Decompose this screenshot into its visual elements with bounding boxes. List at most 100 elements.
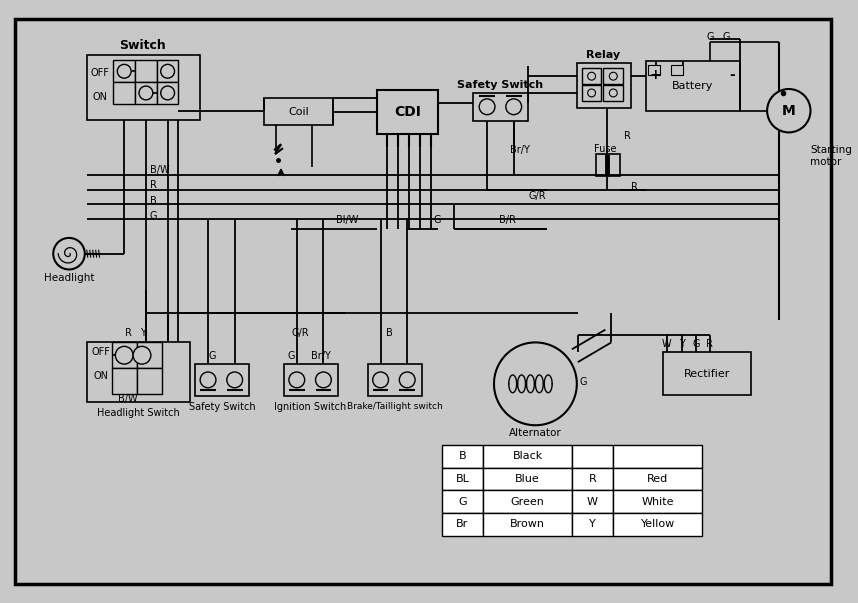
Circle shape [227,372,243,388]
Bar [572,445,613,468]
Bar [442,468,483,490]
Bar [648,65,660,75]
Text: Safety Switch: Safety Switch [189,402,255,411]
Text: Coil: Coil [288,107,309,117]
Bar [595,154,620,176]
Text: R: R [124,327,131,338]
Text: G: G [458,497,467,507]
Circle shape [316,372,331,388]
Bar [442,513,483,535]
Bar [613,513,702,535]
Text: G/R: G/R [529,191,547,201]
Circle shape [200,372,216,388]
Circle shape [399,372,415,388]
Circle shape [480,99,495,115]
Bar [137,368,161,394]
Text: -: - [729,68,735,82]
Bar [377,90,438,134]
Bar [137,343,161,368]
Text: G: G [580,377,588,387]
Text: Starting: Starting [811,145,852,155]
Bar [264,98,333,125]
Text: Brown: Brown [510,519,545,529]
Circle shape [53,238,85,270]
Text: G/R: G/R [292,327,310,338]
Text: B: B [150,197,157,206]
Text: Relay: Relay [586,51,620,60]
Bar [87,55,200,119]
Text: Br/Y: Br/Y [311,351,330,361]
Bar [112,343,137,368]
Bar [442,490,483,513]
Circle shape [609,72,617,80]
Bar [483,490,572,513]
Circle shape [588,89,595,97]
Text: BL: BL [456,474,469,484]
Text: R: R [624,131,631,141]
Text: Br: Br [456,519,468,529]
Text: Y: Y [589,519,596,529]
Circle shape [289,372,305,388]
Text: OFF: OFF [90,68,109,78]
Bar [87,343,190,402]
Text: Safety Switch: Safety Switch [456,80,543,90]
Text: ON: ON [92,92,107,102]
Text: G: G [706,32,714,42]
Text: White: White [642,497,674,507]
Bar [135,82,157,104]
Text: G: G [692,339,700,349]
Text: B: B [459,451,466,461]
Text: ON: ON [93,371,108,381]
Text: G: G [287,351,294,361]
Text: Y: Y [140,327,146,338]
Circle shape [609,89,617,97]
Text: CDI: CDI [394,105,420,119]
Text: Brake/Taillight switch: Brake/Taillight switch [347,402,442,411]
Text: Black: Black [512,451,542,461]
Text: B/W: B/W [150,165,170,175]
Text: R: R [631,182,637,192]
Circle shape [372,372,389,388]
Bar [603,68,623,84]
Circle shape [494,343,577,425]
Text: Alternator: Alternator [509,428,562,438]
Text: Green: Green [511,497,545,507]
Bar [613,490,702,513]
Text: Red: Red [647,474,668,484]
Text: R: R [706,339,713,349]
Bar [284,364,338,396]
Text: B/W: B/W [118,394,138,403]
Bar [646,62,740,111]
Bar [613,468,702,490]
Text: Headlight Switch: Headlight Switch [97,408,179,418]
Bar [572,513,613,535]
Text: R: R [150,180,157,190]
Text: W: W [587,497,598,507]
Text: G: G [723,32,730,42]
Circle shape [160,65,174,78]
Text: G: G [208,351,215,361]
Text: B/R: B/R [499,215,517,225]
Text: M: M [782,104,795,118]
Text: Bl/W: Bl/W [335,215,359,225]
Bar [113,60,135,82]
Circle shape [115,346,133,364]
Text: Ignition Switch: Ignition Switch [275,402,347,411]
Bar [196,364,250,396]
Bar [577,63,631,108]
Circle shape [118,65,131,78]
Text: Battery: Battery [672,81,713,91]
Text: +: + [650,68,662,82]
Bar [157,82,178,104]
Bar [483,513,572,535]
Bar [112,368,137,394]
Bar [572,490,613,513]
Circle shape [133,346,151,364]
Bar [474,93,528,121]
Bar [113,82,135,104]
Bar [368,364,422,396]
Bar [483,468,572,490]
Circle shape [588,72,595,80]
Bar [157,60,178,82]
Text: W: W [662,339,671,349]
